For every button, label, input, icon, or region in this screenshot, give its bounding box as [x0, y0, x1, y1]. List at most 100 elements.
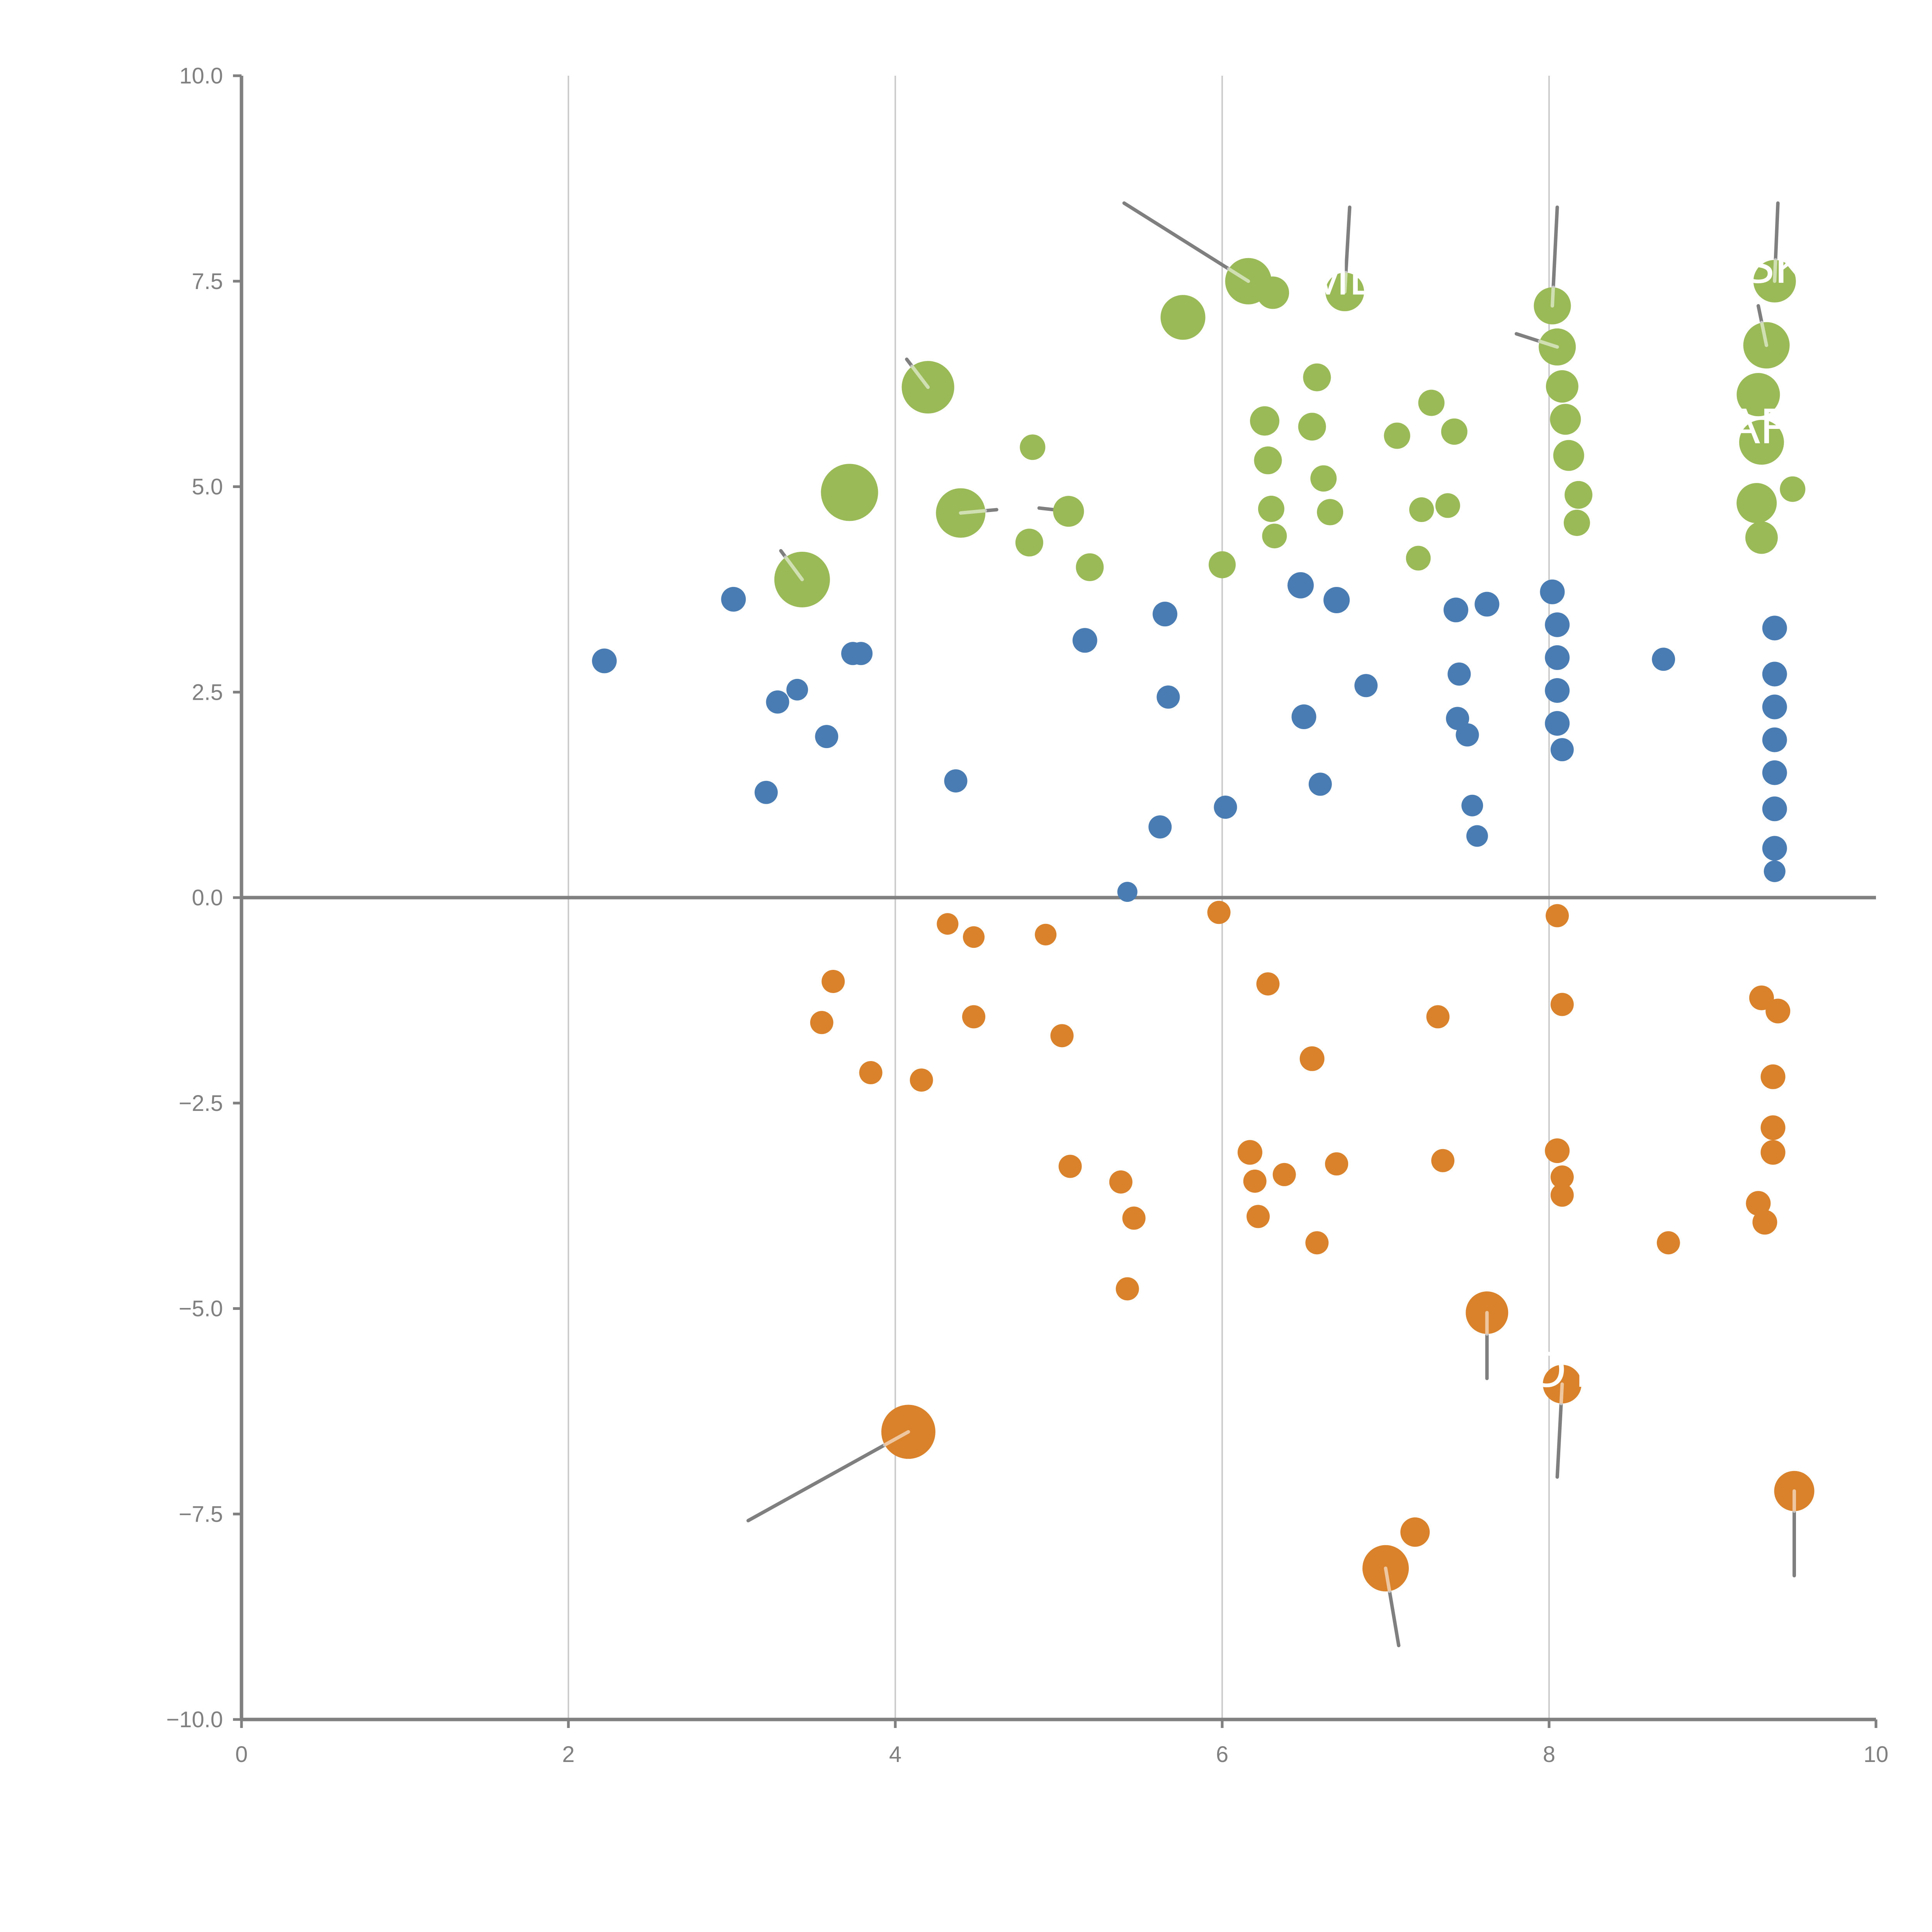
data-point-green[interactable] — [1736, 483, 1777, 524]
data-point-orange[interactable] — [910, 1068, 933, 1092]
data-point-orange[interactable] — [1760, 1140, 1786, 1165]
data-point-orange[interactable] — [1325, 1152, 1349, 1176]
data-point-blue[interactable] — [1762, 796, 1787, 821]
data-point-orange[interactable] — [1109, 1170, 1133, 1194]
data-point-orange[interactable] — [1299, 1046, 1325, 1071]
data-point-green[interactable] — [1020, 434, 1046, 460]
data-point-blue[interactable] — [1117, 882, 1138, 902]
data-point-blue[interactable] — [1072, 628, 1097, 653]
data-point-blue[interactable] — [1475, 592, 1500, 617]
data-point-blue[interactable] — [815, 725, 838, 748]
data-point-blue[interactable] — [1148, 815, 1172, 839]
data-point-orange[interactable] — [1550, 993, 1574, 1016]
data-point-orange[interactable] — [1400, 1517, 1430, 1547]
data-point-orange[interactable] — [1546, 904, 1569, 927]
data-point-green[interactable] — [1250, 406, 1279, 436]
data-point-orange[interactable] — [1272, 1163, 1296, 1186]
data-point-blue[interactable] — [766, 690, 789, 714]
data-point-blue[interactable] — [754, 781, 778, 804]
data-point-blue[interactable] — [1323, 587, 1350, 614]
data-point-blue[interactable] — [1762, 662, 1787, 687]
data-point-orange[interactable] — [1050, 1024, 1074, 1048]
data-point-orange[interactable] — [821, 969, 845, 993]
data-point-blue[interactable] — [786, 679, 808, 701]
data-point-blue[interactable] — [1762, 760, 1787, 785]
data-point-green[interactable] — [1565, 481, 1593, 509]
data-point-green[interactable] — [1736, 373, 1780, 417]
data-point-blue[interactable] — [1762, 616, 1787, 641]
data-point-orange[interactable] — [937, 913, 959, 935]
data-point-blue[interactable] — [1550, 738, 1574, 762]
data-point-orange[interactable] — [810, 1011, 833, 1034]
data-point-green[interactable] — [1406, 546, 1431, 571]
data-point-blue[interactable] — [849, 642, 873, 665]
data-point-blue[interactable] — [944, 769, 968, 793]
data-point-orange[interactable] — [1656, 1231, 1680, 1255]
data-point-orange[interactable] — [1426, 1005, 1450, 1029]
data-point-orange[interactable] — [962, 1005, 986, 1029]
data-point-orange[interactable] — [1431, 1149, 1455, 1172]
data-point-orange[interactable] — [1550, 1165, 1574, 1189]
data-point-green[interactable] — [1053, 496, 1084, 527]
data-point-blue[interactable] — [721, 587, 746, 612]
data-point-green[interactable] — [1409, 497, 1434, 522]
data-point-blue[interactable] — [1461, 794, 1483, 816]
data-point-blue[interactable] — [1456, 723, 1479, 747]
data-point-orange[interactable] — [1760, 1064, 1786, 1089]
data-point-orange[interactable] — [1765, 998, 1791, 1024]
data-point-green[interactable] — [1076, 553, 1104, 581]
data-point-blue[interactable] — [1652, 648, 1675, 671]
data-point-orange[interactable] — [1247, 1205, 1270, 1228]
data-point-orange[interactable] — [1305, 1231, 1329, 1255]
data-point-blue[interactable] — [1764, 860, 1786, 882]
data-point-blue[interactable] — [1545, 612, 1570, 637]
data-point-blue[interactable] — [1354, 674, 1378, 697]
data-point-blue[interactable] — [1287, 572, 1314, 599]
data-point-blue[interactable] — [1291, 704, 1316, 730]
data-point-orange[interactable] — [1550, 1183, 1574, 1207]
data-point-orange[interactable] — [1122, 1206, 1146, 1230]
data-point-green[interactable] — [1550, 404, 1581, 435]
data-point-blue[interactable] — [1545, 678, 1570, 703]
data-point-green[interactable] — [1317, 499, 1344, 526]
data-point-blue[interactable] — [1447, 662, 1471, 686]
data-point-green[interactable] — [1298, 413, 1326, 441]
data-point-blue[interactable] — [1762, 727, 1787, 752]
data-point-blue[interactable] — [1540, 579, 1565, 604]
data-point-green[interactable] — [1745, 521, 1778, 554]
data-point-green[interactable] — [1739, 420, 1784, 465]
data-point-green[interactable] — [1257, 276, 1289, 309]
data-point-orange[interactable] — [1752, 1210, 1777, 1235]
data-point-blue[interactable] — [1443, 597, 1468, 622]
data-point-orange[interactable] — [1545, 1138, 1570, 1163]
data-point-blue[interactable] — [1156, 685, 1180, 709]
data-point-green[interactable] — [1310, 465, 1337, 492]
data-point-blue[interactable] — [1762, 836, 1787, 861]
data-point-green[interactable] — [1780, 476, 1806, 502]
data-point-orange[interactable] — [1760, 1115, 1786, 1140]
data-point-green[interactable] — [1015, 529, 1043, 557]
data-point-orange[interactable] — [1237, 1140, 1262, 1165]
data-point-orange[interactable] — [859, 1061, 883, 1085]
data-point-green[interactable] — [1546, 370, 1578, 403]
data-point-blue[interactable] — [592, 648, 617, 673]
data-point-green[interactable] — [1160, 295, 1206, 340]
data-point-orange[interactable] — [963, 926, 985, 948]
data-point-orange[interactable] — [1746, 1191, 1771, 1216]
data-point-green[interactable] — [1418, 389, 1445, 416]
data-point-blue[interactable] — [1545, 711, 1570, 736]
data-point-green[interactable] — [821, 464, 878, 521]
data-point-green[interactable] — [1303, 363, 1331, 391]
data-point-green[interactable] — [1254, 446, 1282, 474]
data-point-orange[interactable] — [1058, 1155, 1082, 1178]
data-point-orange[interactable] — [1256, 972, 1280, 996]
data-point-green[interactable] — [1435, 493, 1460, 518]
data-point-orange[interactable] — [1116, 1277, 1139, 1301]
data-point-green[interactable] — [1441, 418, 1468, 445]
data-point-blue[interactable] — [1214, 796, 1237, 819]
data-point-blue[interactable] — [1152, 602, 1177, 627]
data-point-blue[interactable] — [1545, 645, 1570, 670]
data-point-green[interactable] — [1553, 440, 1584, 471]
data-point-green[interactable] — [1384, 422, 1410, 449]
data-point-blue[interactable] — [1466, 825, 1488, 847]
